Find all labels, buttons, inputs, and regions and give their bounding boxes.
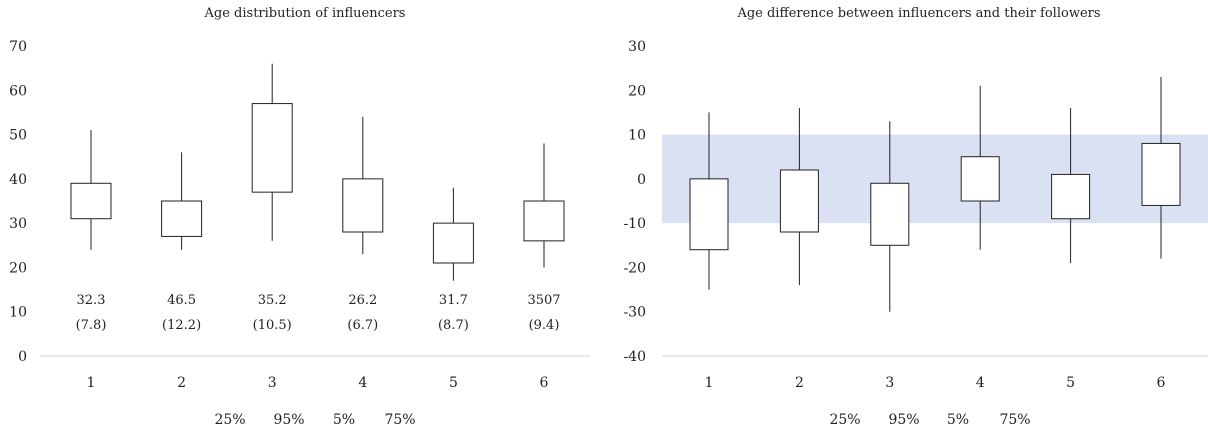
box (870, 182, 910, 246)
legend-entry: 25% (829, 412, 860, 428)
legend-entry: 5% (947, 412, 969, 428)
x-tick-label: 1 (705, 375, 714, 391)
x-tick-label: 3 (268, 375, 277, 391)
box (1141, 142, 1181, 206)
legend-entry: 75% (384, 412, 415, 428)
x-tick-label: 2 (177, 375, 186, 391)
y-tick-label: 30 (628, 39, 646, 55)
y-tick-label: -40 (623, 349, 646, 365)
box (251, 103, 293, 193)
box (342, 178, 384, 233)
y-tick-label: -10 (623, 216, 646, 232)
reference-band (662, 134, 1208, 224)
legend-entry: 5% (333, 412, 355, 428)
x-tick-label: 3 (885, 375, 894, 391)
y-tick-label: 70 (9, 39, 27, 55)
x-tick-label: 4 (358, 375, 367, 391)
y-tick-label: 0 (18, 349, 27, 365)
box (70, 182, 112, 220)
legend-entry: 95% (273, 412, 304, 428)
y-tick-label: 50 (9, 128, 27, 144)
chart-1: Age distribution of influencers 0 10 20 30 40… (9, 6, 590, 428)
x-tick-label: 1 (87, 375, 96, 391)
x-tick-label: 5 (1066, 375, 1075, 391)
sd-label: (12.2) (162, 318, 201, 333)
sd-label: (7.8) (76, 318, 107, 333)
y-tick-label: 30 (9, 216, 27, 232)
x-tick-label: 6 (540, 375, 549, 391)
y-tick-label: 20 (628, 83, 646, 99)
y-tick-label: 40 (9, 172, 27, 188)
legend-entry: 25% (214, 412, 245, 428)
mean-label: 32.3 (77, 293, 106, 308)
mean-label: 26.2 (348, 293, 377, 308)
box (960, 156, 1000, 202)
mean-label: 46.5 (167, 293, 196, 308)
sd-label: (10.5) (253, 318, 292, 333)
y-tick-label: 20 (9, 260, 27, 276)
y-tick-label: 10 (628, 128, 646, 144)
chart-2: Age difference between influencers and t… (623, 6, 1208, 428)
legend-entry: 95% (888, 412, 919, 428)
mean-label: 3507 (527, 293, 560, 308)
sd-label: (6.7) (347, 318, 378, 333)
y-tick-label: -20 (623, 260, 646, 276)
chart-title: Age distribution of influencers (204, 6, 406, 21)
legend-entry: 75% (999, 412, 1030, 428)
sd-label: (8.7) (438, 318, 469, 333)
y-tick-label: 60 (9, 83, 27, 99)
box (779, 169, 819, 233)
y-tick-label: 10 (9, 305, 27, 321)
mean-label: 35.2 (258, 293, 287, 308)
box (1051, 173, 1091, 220)
box (432, 222, 474, 264)
x-tick-label: 6 (1157, 375, 1166, 391)
sd-label: (9.4) (529, 318, 560, 333)
box (161, 200, 203, 237)
box (523, 200, 565, 242)
box (689, 178, 729, 251)
y-tick-label: -30 (623, 305, 646, 321)
x-tick-label: 5 (449, 375, 458, 391)
x-tick-label: 2 (795, 375, 804, 391)
x-tick-label: 4 (976, 375, 985, 391)
y-tick-label: 0 (637, 172, 646, 188)
mean-label: 31.7 (439, 293, 468, 308)
chart-title: Age difference between influencers and t… (736, 6, 1100, 21)
